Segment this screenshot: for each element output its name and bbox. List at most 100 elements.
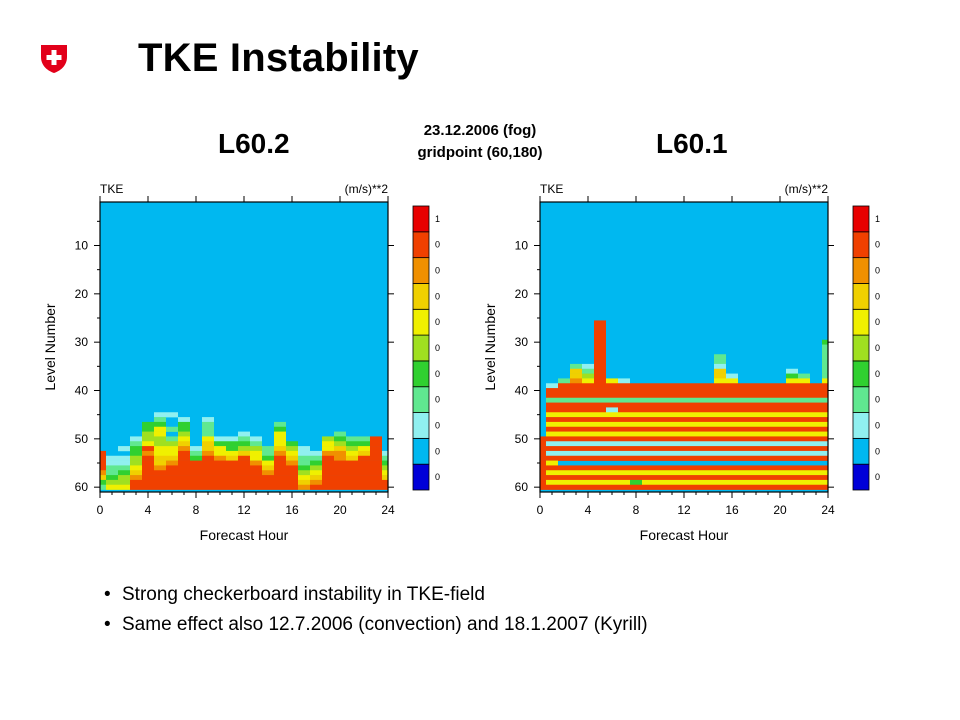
heatmap-cell: [322, 470, 334, 476]
x-tick-label: 4: [145, 503, 152, 517]
heatmap-cell: [100, 460, 106, 466]
heatmap-cell: [594, 407, 606, 413]
heatmap-cell: [558, 475, 570, 481]
heatmap-cell: [726, 421, 738, 428]
heatmap-cell: [726, 407, 738, 413]
heatmap-cell: [370, 436, 382, 442]
heatmap-cell: [310, 470, 322, 476]
heatmap-cell: [190, 484, 202, 490]
heatmap-cell: [100, 450, 106, 457]
heatmap-cell: [606, 450, 618, 457]
heatmap-cell: [214, 460, 226, 466]
colorbar-box: [852, 437, 870, 465]
heatmap-cell: [750, 470, 762, 476]
heatmap-cell: [822, 417, 828, 423]
heatmap-cell: [774, 436, 786, 442]
heatmap-cell: [594, 325, 606, 331]
heatmap-cell: [666, 450, 678, 457]
heatmap-cell: [358, 484, 370, 490]
heatmap-cell: [214, 484, 226, 490]
heatmap-cell: [774, 441, 786, 447]
heatmap-cell: [738, 470, 750, 476]
heatmap-cell: [606, 470, 618, 476]
heatmap-cell: [762, 470, 774, 476]
heatmap-cell: [714, 363, 726, 370]
left-plot-heading: L60.2: [218, 128, 290, 159]
heatmap-cell: [654, 475, 666, 481]
heatmap-cell: [594, 421, 606, 428]
heatmap-cell: [798, 407, 810, 413]
heatmap-cell: [762, 450, 774, 457]
heatmap-cell: [750, 431, 762, 437]
heatmap-cell: [382, 484, 388, 490]
heatmap-cell: [130, 484, 142, 490]
heatmap-cell: [774, 446, 786, 452]
heatmap-cell: [642, 455, 654, 461]
y-tick-label: 20: [515, 287, 529, 301]
colorbar-label: 0.2: [875, 420, 880, 430]
heatmap-cell: [666, 446, 678, 452]
heatmap-cell: [798, 397, 810, 403]
heatmap-cell: [738, 417, 750, 423]
heatmap-cell: [714, 397, 726, 403]
heatmap-cell: [810, 407, 822, 413]
heatmap-cell: [154, 441, 166, 447]
heatmap-cell: [582, 383, 594, 389]
heatmap-cell: [618, 479, 630, 486]
case-gridpoint: gridpoint (60,180): [417, 144, 543, 161]
heatmap-cell: [666, 431, 678, 437]
heatmap-cell: [382, 479, 388, 486]
heatmap-cell: [690, 465, 702, 471]
heatmap-cell: [582, 363, 594, 370]
heatmap-cell: [618, 475, 630, 481]
heatmap-cell: [334, 484, 346, 490]
heatmap-cell: [630, 436, 642, 442]
heatmap-cell: [654, 465, 666, 471]
heatmap-cell: [786, 412, 798, 418]
heatmap-cell: [786, 373, 798, 379]
heatmap-cell: [642, 441, 654, 447]
heatmap-cell: [714, 470, 726, 476]
heatmap-cell: [546, 407, 558, 413]
heatmap-cell: [798, 470, 810, 476]
heatmap-cell: [274, 484, 286, 490]
heatmap-cell: [774, 388, 786, 394]
heatmap-cell: [726, 383, 738, 389]
heatmap-cell: [822, 455, 828, 461]
heatmap-cell: [714, 436, 726, 442]
heatmap-cell: [594, 354, 606, 360]
heatmap-cell: [618, 421, 630, 428]
heatmap-cell: [618, 402, 630, 408]
heatmap-cell: [798, 475, 810, 481]
colorbar-label: 1.0: [875, 214, 880, 224]
heatmap-cell: [774, 475, 786, 481]
heatmap-cell: [618, 484, 630, 490]
heatmap-cell: [786, 436, 798, 442]
heatmap-cell: [798, 388, 810, 394]
heatmap-cell: [582, 470, 594, 476]
heatmap-cell: [642, 388, 654, 394]
heatmap-cell: [214, 450, 226, 457]
heatmap-cell: [822, 349, 828, 355]
heatmap-cell: [370, 446, 382, 452]
heatmap-cell: [786, 475, 798, 481]
heatmap-cell: [274, 441, 286, 447]
heatmap-cell: [154, 465, 166, 471]
heatmap-cell: [786, 378, 798, 384]
bullet-item: Strong checkerboard instability in TKE-f…: [104, 580, 648, 610]
heatmap-cell: [262, 460, 274, 466]
heatmap-cell: [714, 421, 726, 428]
heatmap-cell: [226, 441, 238, 447]
heatmap-cell: [546, 397, 558, 403]
heatmap-cell: [678, 426, 690, 432]
heatmap-cell: [594, 383, 606, 389]
heatmap-cell: [558, 465, 570, 471]
heatmap-cell: [786, 484, 798, 490]
heatmap-cell: [654, 431, 666, 437]
heatmap-cell: [546, 412, 558, 418]
heatmap-cell: [202, 426, 214, 432]
heatmap-cell: [642, 392, 654, 399]
heatmap-cell: [594, 344, 606, 350]
heatmap-cell: [358, 455, 370, 461]
heatmap-cell: [558, 421, 570, 428]
